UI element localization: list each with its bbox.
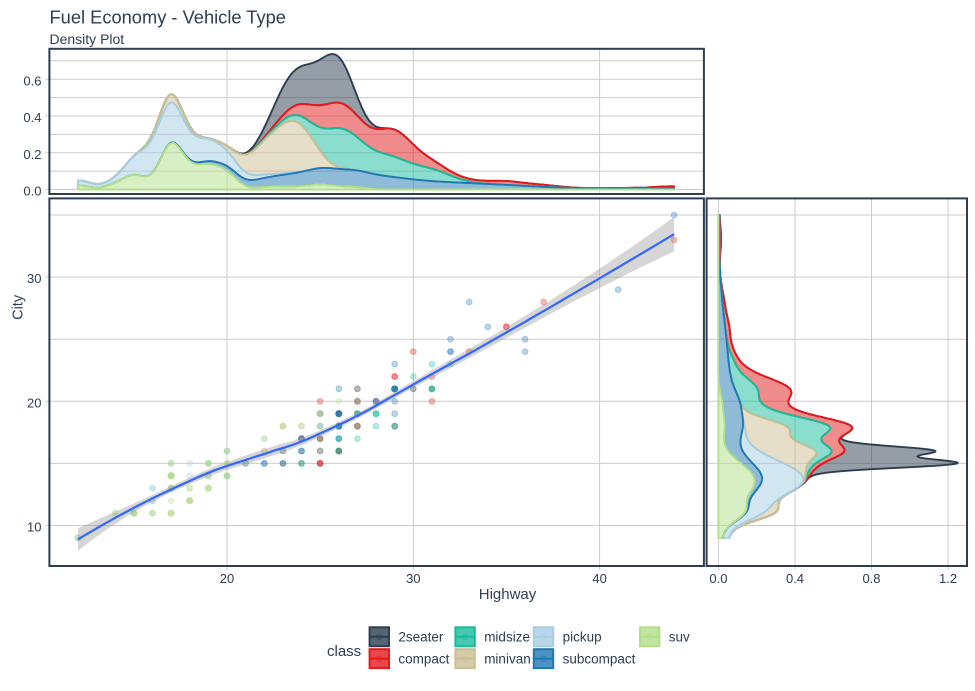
svg-text:0.4: 0.4: [786, 571, 804, 586]
svg-text:0.0: 0.0: [23, 184, 41, 199]
svg-text:0.0: 0.0: [709, 571, 727, 586]
svg-text:10: 10: [27, 520, 41, 535]
svg-text:20: 20: [220, 571, 234, 586]
svg-text:1.2: 1.2: [939, 571, 957, 586]
svg-text:Density Plot: Density Plot: [50, 31, 125, 47]
svg-text:midsize: midsize: [484, 630, 530, 645]
svg-text:20: 20: [27, 395, 41, 410]
svg-text:2seater: 2seater: [398, 630, 444, 645]
svg-text:pickup: pickup: [563, 630, 602, 645]
svg-text:0.8: 0.8: [862, 571, 880, 586]
svg-text:30: 30: [406, 571, 420, 586]
svg-text:40: 40: [592, 571, 606, 586]
svg-text:City: City: [10, 294, 26, 320]
svg-text:subcompact: subcompact: [563, 652, 636, 667]
svg-text:30: 30: [27, 271, 41, 286]
svg-text:0.6: 0.6: [23, 73, 41, 88]
svg-text:Fuel Economy - Vehicle Type: Fuel Economy - Vehicle Type: [50, 6, 286, 27]
svg-text:minivan: minivan: [484, 652, 531, 667]
svg-text:0.4: 0.4: [23, 110, 41, 125]
svg-text:compact: compact: [398, 652, 449, 667]
svg-text:0.2: 0.2: [23, 147, 41, 162]
svg-text:class: class: [327, 643, 361, 660]
svg-text:Highway: Highway: [479, 586, 537, 603]
svg-text:suv: suv: [669, 630, 690, 645]
